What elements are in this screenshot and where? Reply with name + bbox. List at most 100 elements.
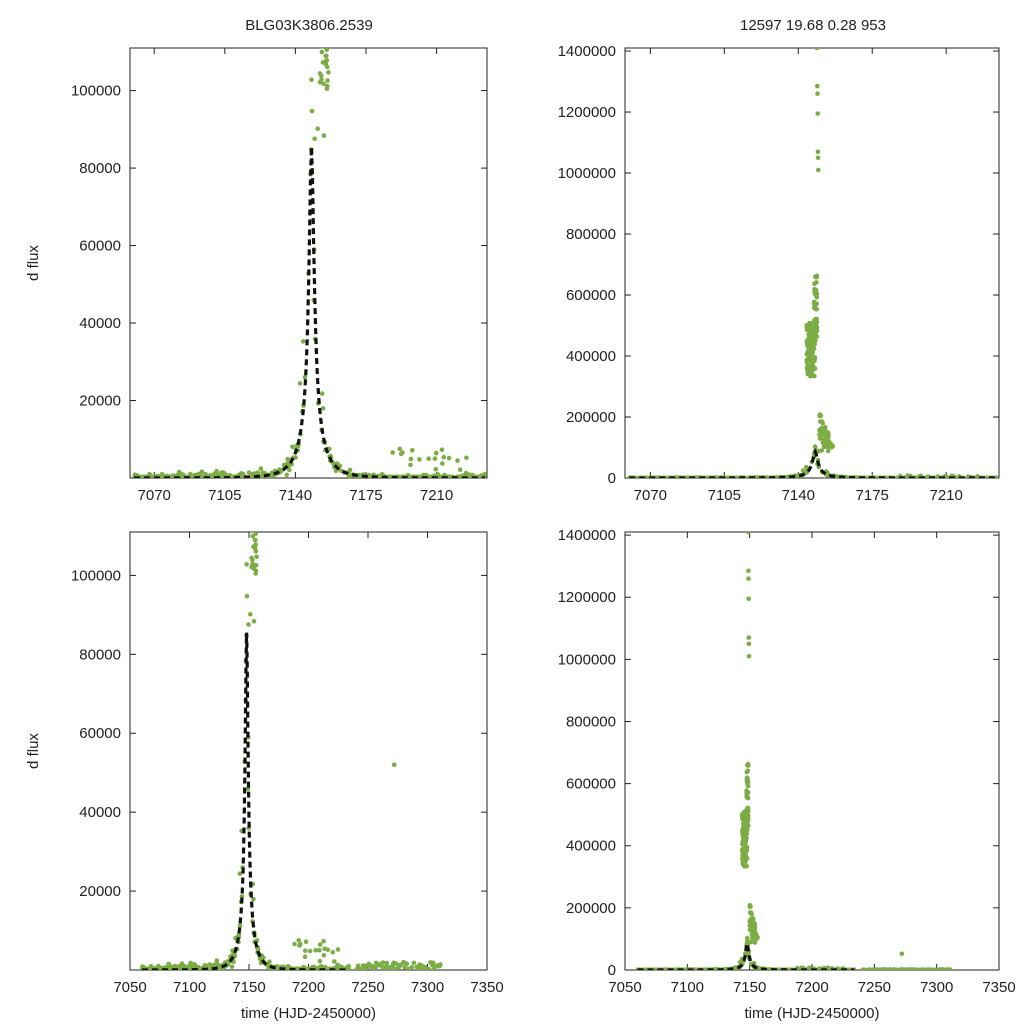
data-point xyxy=(302,954,308,959)
data-point xyxy=(373,966,378,970)
data-point xyxy=(433,450,439,456)
data-point xyxy=(321,133,327,138)
data-point xyxy=(811,299,817,305)
y-tick-label: 600000 xyxy=(566,287,616,304)
data-point xyxy=(812,358,817,364)
data-point xyxy=(402,965,408,970)
right-column-title: 12597 19.68 0.28 953 xyxy=(740,17,886,34)
data-point xyxy=(426,966,432,970)
data-point xyxy=(745,780,751,785)
data-point xyxy=(393,961,399,966)
x-tick-label: 7100 xyxy=(173,979,206,996)
data-point xyxy=(814,275,819,280)
data-point xyxy=(814,291,820,297)
data-point xyxy=(320,48,324,49)
x-tick-label: 7250 xyxy=(858,979,891,996)
data-point xyxy=(251,532,255,533)
model-curve xyxy=(629,447,997,478)
data-point xyxy=(315,126,321,131)
data-point xyxy=(751,934,757,939)
data-point xyxy=(741,854,746,859)
data-point xyxy=(813,287,819,293)
x-tick-label: 7300 xyxy=(920,979,953,996)
data-point xyxy=(300,339,306,344)
data-point xyxy=(320,60,326,65)
data-point xyxy=(740,849,745,855)
y-tick-label: 200000 xyxy=(566,900,616,917)
data-point xyxy=(746,654,752,659)
data-point xyxy=(746,635,752,640)
x-tick-label: 7050 xyxy=(113,979,146,996)
panels-group: 7070 7105 7140 7175 7210 20000 40000 60000 80000… xyxy=(25,43,1016,1022)
y-tick-label: 400000 xyxy=(566,348,616,365)
data-point xyxy=(746,641,752,647)
data-point xyxy=(433,467,439,472)
data-point xyxy=(825,448,831,454)
data-point xyxy=(302,375,308,380)
data-point xyxy=(321,953,327,958)
data-point xyxy=(815,155,821,161)
data-points xyxy=(635,532,953,970)
data-point xyxy=(744,845,750,850)
data-point xyxy=(321,81,326,87)
data-point xyxy=(214,958,220,963)
panel-bottom-left: 7050 7100 7150 7200 7250 7300 7350 20000 40000 60… xyxy=(25,531,504,1022)
x-axis-label: time (HJD-2450000) xyxy=(241,1005,376,1022)
data-point xyxy=(214,468,219,474)
data-point xyxy=(324,48,330,52)
data-point xyxy=(332,959,337,964)
x-tick-label: 7200 xyxy=(292,979,325,996)
x-axis-label: time (HJD-2450000) xyxy=(744,1005,879,1022)
x-tick-label: 7300 xyxy=(411,979,444,996)
data-point xyxy=(226,960,232,966)
data-point xyxy=(438,962,443,967)
data-point xyxy=(335,947,341,952)
data-point xyxy=(744,848,750,853)
y-tick-label: 20000 xyxy=(79,393,121,410)
y-tick-label: 40000 xyxy=(79,804,121,821)
y-tick-label: 200000 xyxy=(566,409,616,426)
data-points xyxy=(627,48,999,478)
plot-frame xyxy=(129,47,488,479)
data-point xyxy=(229,964,235,970)
data-point xyxy=(400,450,405,455)
data-point xyxy=(244,593,250,599)
data-point xyxy=(347,467,353,473)
y-tick-label: 1200000 xyxy=(558,104,616,121)
data-point xyxy=(320,406,326,411)
data-point xyxy=(430,960,436,966)
data-point xyxy=(809,370,814,375)
data-point xyxy=(237,871,243,876)
x-tick-label: 7350 xyxy=(982,979,1015,996)
data-point xyxy=(410,448,415,453)
data-point xyxy=(745,532,751,535)
data-point xyxy=(816,167,821,173)
x-tick-label: 7150 xyxy=(232,979,265,996)
data-point xyxy=(254,554,259,560)
data-point xyxy=(249,555,254,561)
y-tick-label: 40000 xyxy=(79,315,121,332)
data-point xyxy=(815,91,820,96)
data-point xyxy=(251,544,256,549)
data-point xyxy=(441,454,447,460)
data-point xyxy=(319,49,325,55)
data-point xyxy=(819,448,824,453)
data-point xyxy=(390,450,396,455)
plot-frame xyxy=(624,531,1000,971)
data-point xyxy=(417,457,422,462)
left-column-title: BLG03K3806.2539 xyxy=(245,17,373,34)
x-tick-label: 7140 xyxy=(279,487,312,504)
data-point xyxy=(748,939,754,945)
panel-bottom-right: 7050 7100 7150 7200 7250 7300 7350 0 200000 40000… xyxy=(558,527,1016,1022)
data-point xyxy=(317,942,323,947)
data-point xyxy=(804,351,810,357)
y-tick-label: 400000 xyxy=(566,838,616,855)
data-point xyxy=(253,571,258,576)
data-point xyxy=(814,316,819,322)
data-points xyxy=(139,532,443,970)
data-point xyxy=(303,948,308,953)
data-point xyxy=(324,86,330,91)
data-point xyxy=(746,568,751,574)
data-point xyxy=(259,474,265,478)
